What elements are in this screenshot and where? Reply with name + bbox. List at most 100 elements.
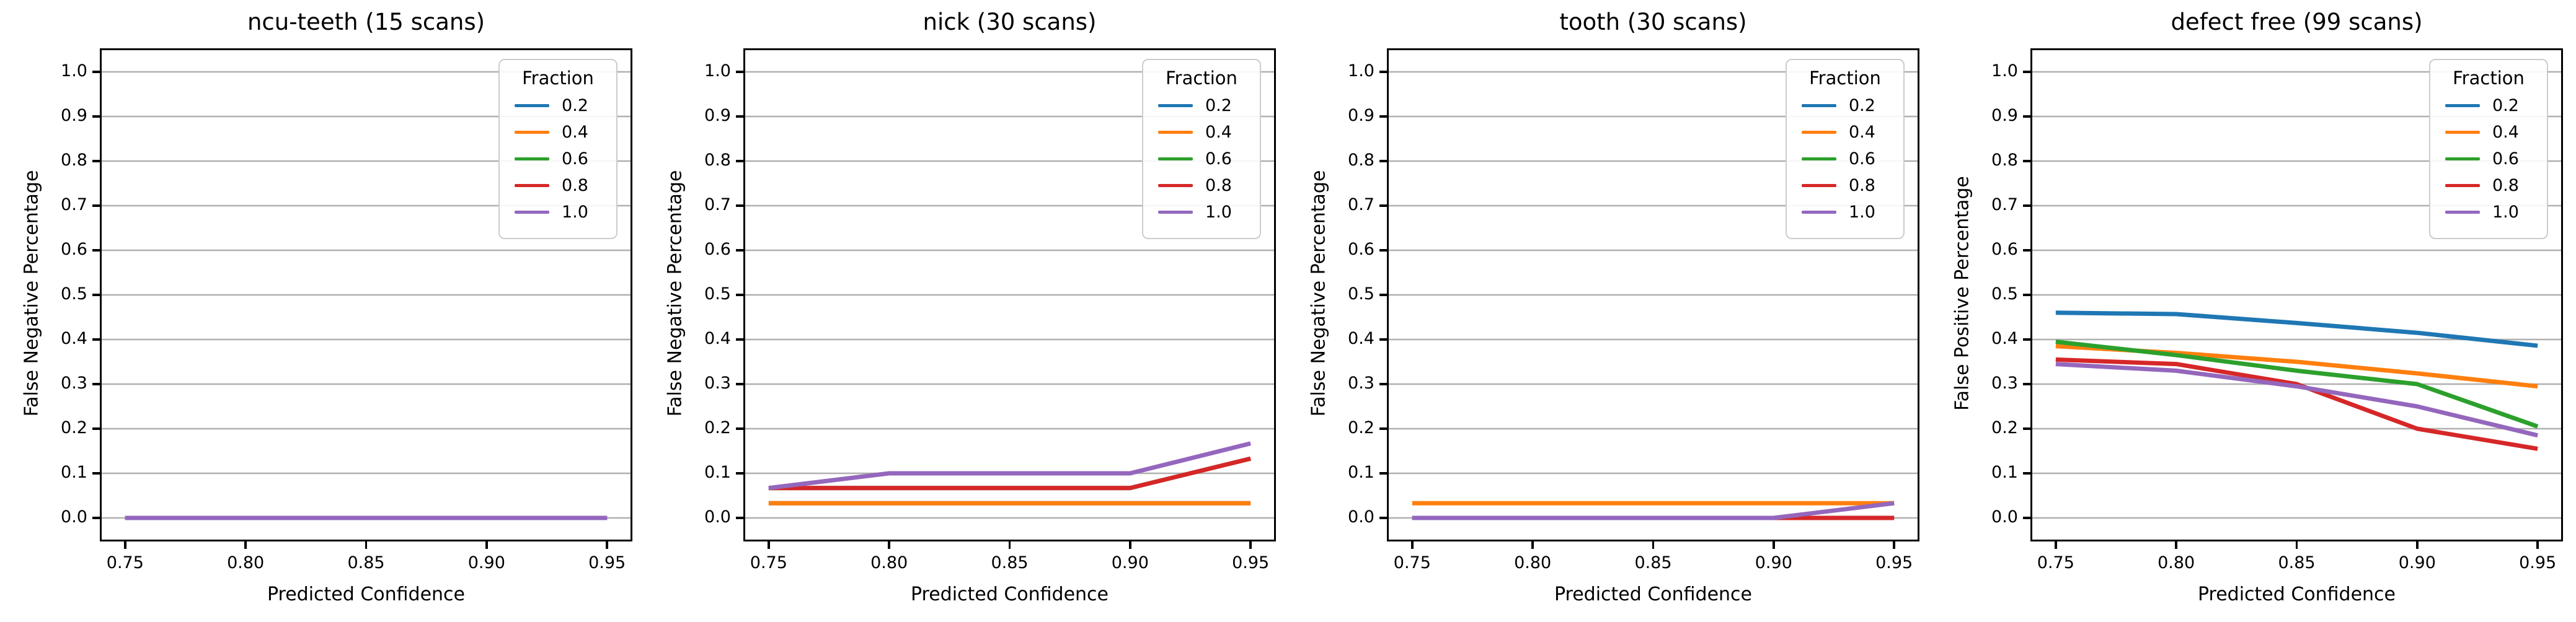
legend-title: Fraction: [2453, 68, 2525, 89]
y-tickmark: [2023, 427, 2032, 430]
legend-line-sample-0.4: [515, 130, 549, 134]
y-tick-label: 0.0: [704, 507, 731, 527]
y-tick-label: 0.5: [1991, 284, 2018, 304]
legend-entry-0.8: 0.8: [1158, 176, 1249, 195]
legend-line-sample-1.0: [515, 210, 549, 214]
x-tickmark: [1893, 540, 1895, 549]
x-tickmark: [606, 540, 608, 549]
y-tick-label: 0.3: [61, 374, 87, 393]
legend-entry-0.8: 0.8: [2445, 176, 2536, 195]
y-tick-label: 0.9: [1991, 106, 2018, 125]
y-tickmark: [1379, 204, 1388, 207]
x-tickmark: [2295, 540, 2298, 549]
y-tick-label: 1.0: [704, 61, 731, 81]
legend-entry-0.4: 0.4: [515, 123, 605, 142]
x-tickmark: [1129, 540, 1131, 549]
legend-entry-1.0: 1.0: [1802, 203, 1892, 222]
legend-entry-label: 0.2: [2492, 96, 2519, 115]
legend-entry-label: 0.4: [1849, 123, 1875, 142]
y-tickmark: [1379, 427, 1388, 430]
plot-area-2: [1388, 71, 1918, 520]
subplot-title-0: ncu-teeth (15 scans): [247, 9, 485, 35]
legend-line-sample-0.4: [1158, 130, 1193, 134]
y-tickmark: [1379, 383, 1388, 385]
x-tick-label: 0.90: [1111, 553, 1149, 572]
subplot-title-3: defect free (99 scans): [2171, 9, 2423, 35]
y-tickmark: [2023, 294, 2032, 296]
legend-line-sample-0.2: [1158, 103, 1193, 108]
legend-line-sample-0.8: [1802, 183, 1836, 188]
y-tick-label: 0.3: [704, 374, 731, 393]
y-tick-label: 0.1: [1991, 463, 2018, 482]
y-tickmark: [2023, 71, 2032, 73]
y-tickmark: [736, 294, 745, 296]
legend-entry-0.6: 0.6: [1802, 149, 1892, 169]
x-tickmark: [1773, 540, 1775, 549]
y-tickmark: [1379, 160, 1388, 162]
legend-1: Fraction 0.2 0.4 0.6 0.8 1.0: [1142, 59, 1261, 239]
legend-entry-1.0: 1.0: [1158, 203, 1249, 222]
series-line-0.6: [2055, 339, 2539, 429]
x-tick-label: 0.95: [588, 553, 626, 572]
y-tick-label: 0.7: [1991, 195, 2018, 214]
plot-area-0: [101, 71, 631, 520]
y-tick-label: 0.0: [1348, 507, 1374, 527]
y-tick-label: 0.3: [1991, 374, 2018, 393]
plot-area-1: [745, 71, 1275, 519]
legend-entry-label: 0.8: [1849, 176, 1875, 195]
y-tickmark: [92, 71, 101, 73]
y-tick-label: 0.2: [704, 418, 731, 437]
x-tickmark: [1249, 540, 1252, 549]
legend-entry-label: 1.0: [1849, 203, 1875, 222]
legend-entry-label: 0.2: [1205, 96, 1232, 115]
x-tick-label: 0.75: [750, 553, 787, 572]
legend-entry-0.6: 0.6: [2445, 149, 2536, 169]
y-tick-label: 0.0: [61, 507, 87, 527]
legend-line-sample-0.2: [1802, 103, 1836, 108]
y-tick-label: 0.7: [1348, 195, 1374, 214]
legend-line-sample-1.0: [2445, 210, 2480, 214]
legend-entry-label: 1.0: [1205, 203, 1232, 222]
y-tick-label: 0.1: [61, 463, 87, 482]
x-tickmark: [768, 540, 770, 549]
y-axis-label-2: False Negative Percentage: [1308, 170, 1330, 417]
legend-entry-label: 0.8: [2492, 176, 2519, 195]
legend-entry-label: 1.0: [2492, 203, 2519, 222]
y-tickmark: [736, 338, 745, 341]
y-tickmark: [92, 115, 101, 118]
x-tick-label: 0.85: [347, 553, 385, 572]
x-tick-label: 0.90: [1755, 553, 1792, 572]
legend-line-sample-0.4: [1802, 130, 1836, 134]
legend-line-sample-0.8: [1158, 183, 1193, 188]
legend-entry-label: 0.4: [2492, 123, 2519, 142]
y-tick-label: 0.1: [704, 463, 731, 482]
legend-entry-0.8: 0.8: [1802, 176, 1892, 195]
x-tick-label: 0.75: [1393, 553, 1431, 572]
legend-line-sample-0.6: [515, 157, 549, 161]
x-tick-label: 0.75: [2037, 553, 2074, 572]
y-tickmark: [2023, 160, 2032, 162]
y-tickmark: [1379, 71, 1388, 73]
y-tick-label: 0.8: [704, 151, 731, 170]
legend-entry-0.8: 0.8: [515, 176, 605, 195]
y-tick-label: 0.2: [1348, 418, 1374, 437]
legend-entry-label: 0.2: [562, 96, 588, 115]
y-tickmark: [736, 517, 745, 519]
y-tickmark: [2023, 204, 2032, 207]
legend-entry-label: 0.2: [1849, 96, 1875, 115]
y-tickmark: [2023, 472, 2032, 475]
legend-line-sample-0.8: [2445, 183, 2480, 188]
y-tickmark: [736, 160, 745, 162]
legend-entry-0.2: 0.2: [1158, 96, 1249, 115]
legend-line-sample-0.6: [1158, 157, 1193, 161]
subplot-title-2: tooth (30 scans): [1559, 9, 1747, 35]
x-tickmark: [485, 540, 488, 549]
y-tickmark: [2023, 338, 2032, 341]
y-tickmark: [736, 249, 745, 252]
legend-entry-0.6: 0.6: [1158, 149, 1249, 169]
x-tickmark: [888, 540, 890, 549]
y-tickmark: [736, 71, 745, 73]
y-tickmark: [92, 383, 101, 385]
y-tickmark: [736, 204, 745, 207]
legend-line-sample-0.6: [2445, 157, 2480, 161]
